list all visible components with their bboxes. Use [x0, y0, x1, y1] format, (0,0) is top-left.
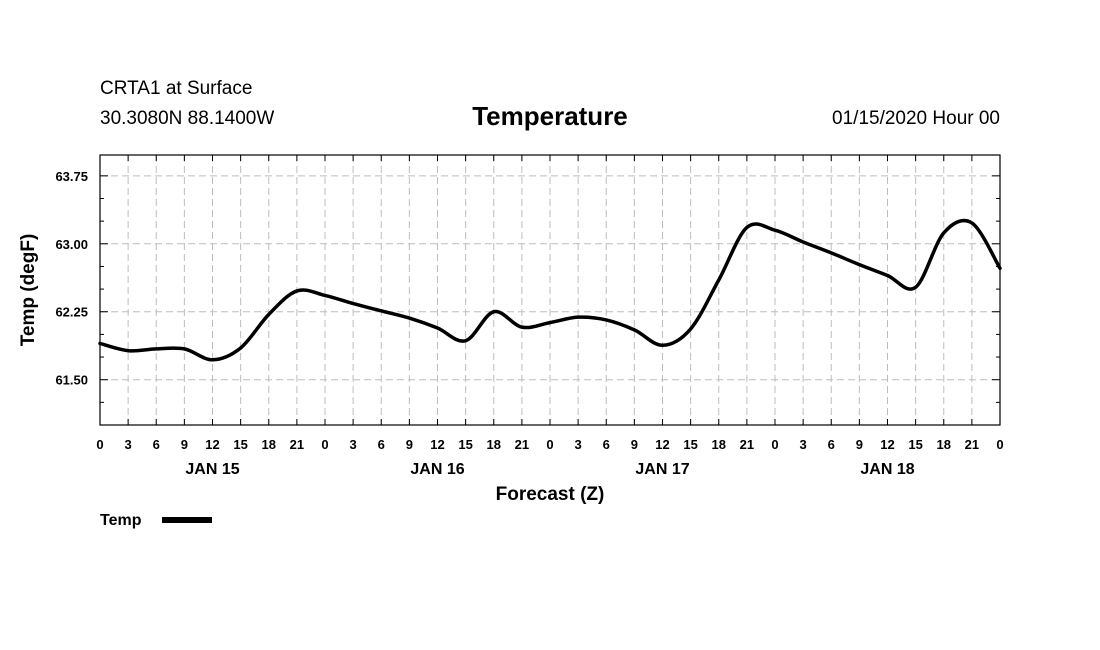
x-tick-label: 9 — [406, 437, 413, 452]
data-point — [689, 327, 692, 330]
data-point — [577, 316, 580, 319]
x-axis-title: Forecast (Z) — [496, 484, 605, 505]
x-tick-label: 3 — [125, 437, 132, 452]
x-tick-label: 0 — [321, 437, 328, 452]
x-tick-label: 9 — [856, 437, 863, 452]
chart-title: Temperature — [472, 101, 628, 131]
day-label: JAN 18 — [860, 461, 914, 478]
data-point — [211, 358, 214, 361]
x-tick-label: 3 — [575, 437, 582, 452]
data-point — [970, 221, 973, 224]
x-tick-label: 18 — [487, 437, 501, 452]
data-point — [127, 349, 130, 352]
x-tick-label: 18 — [937, 437, 951, 452]
y-tick-label: 63.75 — [55, 169, 88, 184]
x-tick-label: 12 — [205, 437, 219, 452]
grid-lines — [100, 155, 1000, 425]
data-point — [464, 339, 467, 342]
x-tick-label: 0 — [771, 437, 778, 452]
data-point — [267, 313, 270, 316]
x-tick-label: 3 — [350, 437, 357, 452]
data-point — [717, 279, 720, 282]
data-point — [520, 326, 523, 329]
data-point — [239, 346, 242, 349]
data-point — [745, 226, 748, 229]
x-tick-label: 6 — [603, 437, 610, 452]
data-point — [802, 240, 805, 243]
y-tick-label: 63.00 — [55, 237, 88, 252]
y-tick-label: 62.25 — [55, 305, 88, 320]
day-label: JAN 15 — [185, 461, 239, 478]
data-point — [380, 309, 383, 312]
x-tick-label: 18 — [262, 437, 276, 452]
day-label: JAN 17 — [635, 461, 689, 478]
data-point — [183, 347, 186, 350]
data-point — [858, 263, 861, 266]
x-tick-label: 0 — [96, 437, 103, 452]
data-point — [295, 289, 298, 292]
y-tick-label: 61.50 — [55, 373, 88, 388]
data-point — [324, 294, 327, 297]
data-point — [492, 310, 495, 313]
data-point — [549, 321, 552, 324]
data-point — [774, 229, 777, 232]
x-tick-label: 15 — [908, 437, 922, 452]
coordinates-label: 30.3080N 88.1400W — [100, 108, 274, 129]
x-tick-label: 0 — [546, 437, 553, 452]
x-tick-label: 12 — [655, 437, 669, 452]
datetime-label: 01/15/2020 Hour 00 — [832, 108, 1000, 129]
data-point — [914, 286, 917, 289]
data-point — [408, 317, 411, 320]
x-tick-label: 9 — [181, 437, 188, 452]
temp-series-line — [98, 218, 1002, 362]
x-tick-label: 9 — [631, 437, 638, 452]
data-point — [155, 347, 158, 350]
x-tick-label: 0 — [996, 437, 1003, 452]
legend: Temp — [100, 512, 212, 529]
x-tick-label: 18 — [712, 437, 726, 452]
y-tick-labels: 61.50 62.25 63.00 63.75 — [55, 169, 88, 388]
day-label: JAN 16 — [410, 461, 464, 478]
major-ticks — [99, 155, 1001, 425]
data-point — [605, 318, 608, 321]
x-tick-label: 15 — [683, 437, 697, 452]
x-tick-label: 6 — [153, 437, 160, 452]
station-label: CRTA1 at Surface — [100, 78, 252, 99]
data-point — [436, 327, 439, 330]
x-tick-label: 6 — [828, 437, 835, 452]
legend-label: Temp — [100, 512, 142, 529]
x-tick-label: 21 — [290, 437, 304, 452]
x-tick-label: 21 — [965, 437, 979, 452]
x-tick-label: 12 — [880, 437, 894, 452]
x-tick-label: 12 — [430, 437, 444, 452]
data-point — [942, 231, 945, 234]
x-tick-label: 15 — [233, 437, 247, 452]
x-tick-label: 6 — [378, 437, 385, 452]
day-labels: JAN 15 JAN 16 JAN 17 JAN 18 — [185, 461, 914, 478]
data-point — [352, 302, 355, 305]
x-tick-label: 15 — [458, 437, 472, 452]
x-tick-labels: 0 3 6 9 12 15 18 21 0 3 6 9 12 15 18 21 0 3 6 9 12 15 18 21 0 3 6 9… — [96, 437, 1003, 452]
data-point — [999, 267, 1002, 270]
y-axis-title: Temp (degF) — [18, 234, 39, 347]
x-tick-label: 21 — [515, 437, 529, 452]
x-tick-label: 3 — [800, 437, 807, 452]
data-point — [830, 251, 833, 254]
data-point — [633, 328, 636, 331]
data-point — [661, 344, 664, 347]
data-point — [886, 274, 889, 277]
data-point — [99, 342, 102, 345]
x-tick-label: 21 — [740, 437, 754, 452]
